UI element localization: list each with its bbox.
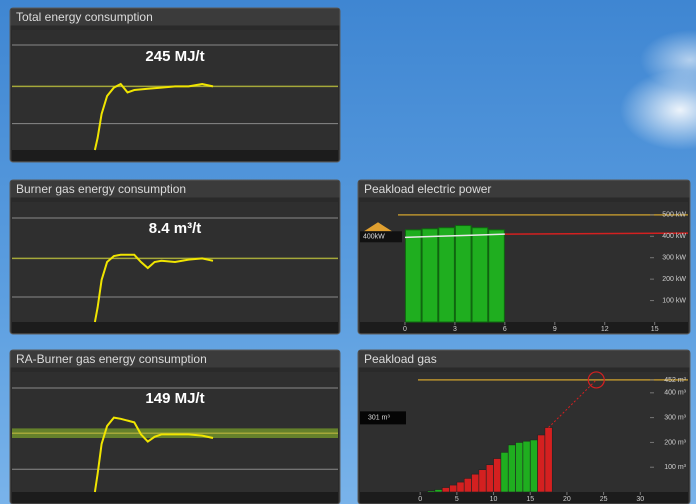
bar [515,442,524,493]
x-axis-strip [12,322,338,333]
bar [421,228,439,323]
marker-triangle [364,222,392,232]
x-tick-label: 10 [490,496,498,503]
projection-circle [587,371,605,389]
x-tick-label: 12 [601,326,609,333]
x-tick-label: 3 [453,326,457,333]
bar [454,225,472,323]
panel-title-bar [10,350,340,368]
panel-title: Peakload gas [364,352,437,366]
bar [456,481,465,493]
bar [529,439,538,493]
marker-box [360,411,406,425]
y-tick-label: 400 m³ [664,390,686,397]
bar [463,478,472,493]
y-tick-label: 300 m³ [664,414,686,421]
marker-label: 400kW [363,234,385,241]
consumption-line [93,253,214,323]
kpi-value: 8.4 m³/t [149,220,202,237]
x-axis-strip [360,322,688,333]
panel-title: Peakload electric power [364,182,491,196]
x-tick-label: 15 [526,496,534,503]
x-tick-label: 30 [636,496,644,503]
bar [500,452,509,493]
bar [507,444,516,493]
bar [544,427,553,493]
bar [427,490,436,493]
bar [441,487,450,493]
x-axis-strip [12,150,338,161]
bar [488,229,505,323]
x-tick-label: 9 [553,326,557,333]
x-axis-strip [360,492,688,503]
panel: Total energy consumption 245 MJ/t [9,7,341,163]
x-axis-strip [12,492,338,503]
x-tick-label: 15 [651,326,659,333]
y-tick-label: 300 kW [662,255,686,262]
y-tick-label: 452 m³ [664,377,686,384]
kpi-value: 149 MJ/t [145,390,204,407]
projection-line [548,379,597,428]
y-tick-label: 100 m³ [664,464,686,471]
x-tick-label: 0 [403,326,407,333]
kpi-value: 245 MJ/t [145,48,204,65]
consumption-line [93,82,214,151]
bar [537,434,546,493]
panel: RA-Burner gas energy consumption 149 MJ/t [9,349,341,504]
marker-label: 301 m³ [368,415,390,422]
marker-box [360,231,402,243]
x-tick-label: 6 [503,326,507,333]
consumption-line [93,416,214,493]
forecast-line [504,232,689,235]
x-tick-label: 0 [418,496,422,503]
bar [485,464,494,493]
panel: Peakload gas 301 m³ 452 m³ 400 m³ 300 m³ 200 … [357,349,691,504]
plot-area [12,30,338,150]
bar [471,473,480,493]
average-line [404,233,505,239]
bar [493,458,502,493]
y-tick-label: 400 kW [662,233,686,240]
y-tick-label: 200 m³ [664,439,686,446]
bar [438,227,455,323]
x-tick-label: 20 [563,496,571,503]
panel-title-bar [358,350,690,368]
y-tick-label: 500 kW [662,212,686,219]
bar [478,469,487,493]
bar [522,440,531,493]
panel: Peakload electric power 400kW 500 kW 400 kW… [357,179,691,335]
x-tick-label: 5 [455,496,459,503]
panel-title-bar [10,180,340,198]
y-tick-label: 100 kW [662,297,686,304]
bar [471,227,489,323]
bar [449,484,458,493]
y-tick-label: 200 kW [662,276,686,283]
bar [404,229,422,323]
x-tick-label: 25 [600,496,608,503]
panel-title: Total energy consumption [16,10,153,24]
panel-title-bar [358,180,690,198]
panel-title: Burner gas energy consumption [16,182,186,196]
panel-title-bar [10,8,340,26]
bar [434,489,443,493]
panel-title: RA-Burner gas energy consumption [16,352,207,366]
panel: Burner gas energy consumption 8.4 m³/t [9,179,341,335]
